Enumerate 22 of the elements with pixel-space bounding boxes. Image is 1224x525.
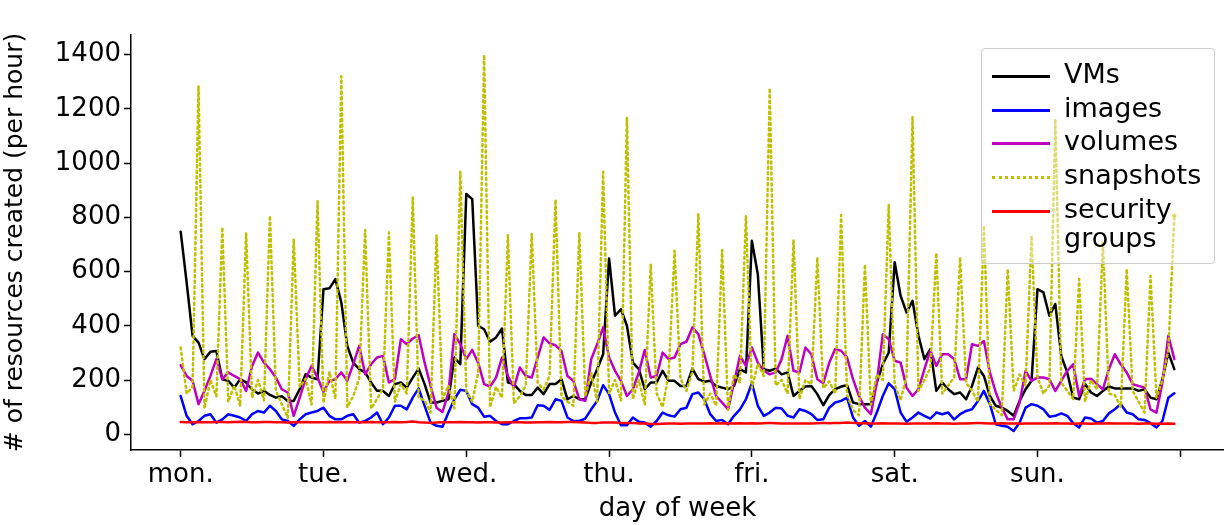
y-tick-label: 400 (71, 308, 121, 339)
y-tick-label: 200 (71, 362, 121, 393)
legend-label: VMs (1064, 58, 1121, 89)
legend-label: images (1064, 91, 1164, 123)
y-axis-title: # of resources created (per hour) (0, 32, 28, 453)
y-tick-label: 800 (71, 200, 121, 231)
y-tick-label: 1000 (54, 145, 121, 176)
x-tick-label: mon. (147, 458, 214, 489)
x-tick-label: sun. (1010, 458, 1065, 489)
y-tick-label: 1200 (54, 91, 121, 122)
x-tick-label: wed. (435, 458, 498, 489)
legend-label: snapshots (1064, 159, 1203, 191)
x-tick-label: thu. (583, 458, 635, 489)
y-tick-label: 0 (104, 417, 121, 448)
x-axis-title: day of week (598, 492, 757, 523)
x-tick-label: sat. (870, 458, 919, 489)
legend-label: security groups (1064, 192, 1173, 254)
x-tick-label: tue. (298, 458, 349, 489)
x-tick-label: fri. (734, 458, 770, 489)
y-tick-label: 600 (71, 254, 121, 285)
legend-label: volumes (1064, 125, 1180, 157)
y-tick-label: 1400 (54, 37, 121, 68)
